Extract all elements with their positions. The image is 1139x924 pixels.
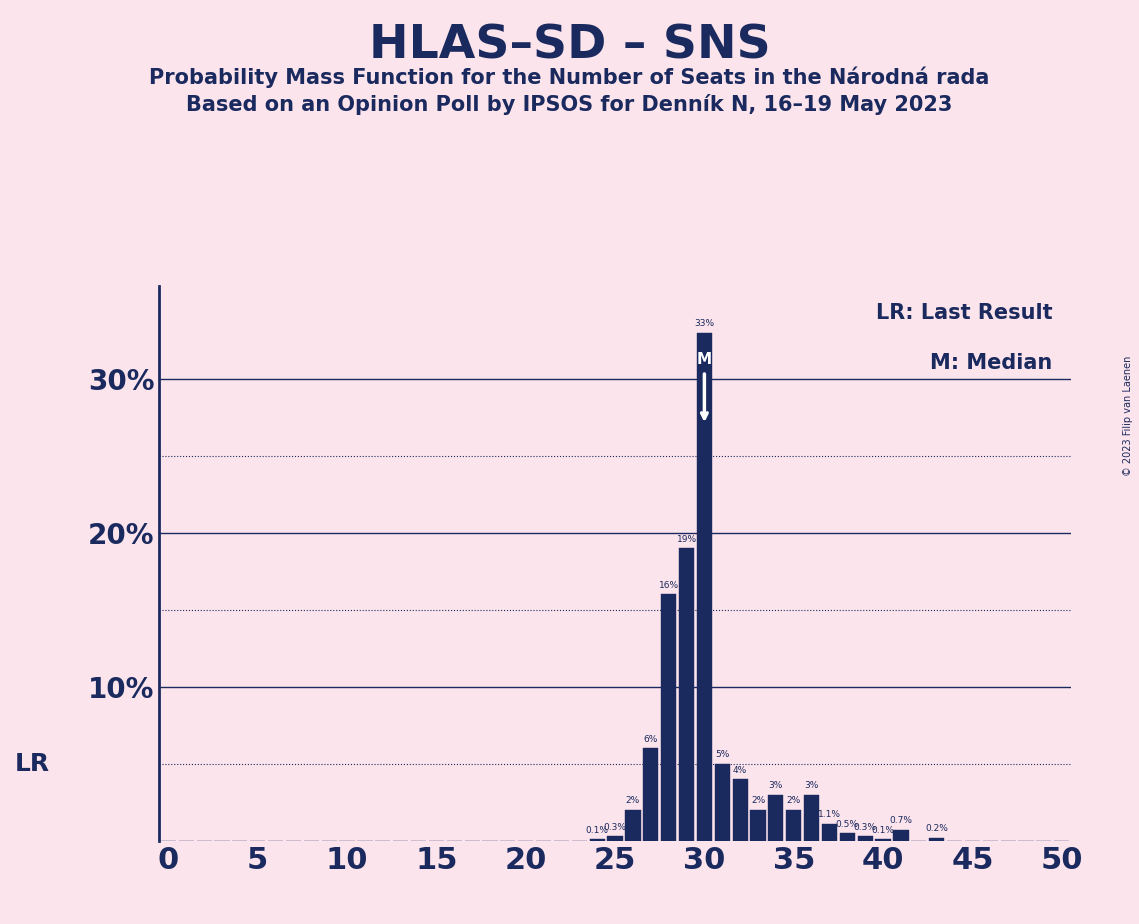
Text: 2%: 2%	[625, 796, 640, 806]
Text: LR: LR	[15, 752, 50, 776]
Text: 0.2%: 0.2%	[925, 824, 948, 833]
Text: 6%: 6%	[644, 735, 658, 744]
Text: 0.5%: 0.5%	[836, 820, 859, 829]
Bar	[929, 838, 944, 841]
Text: M: M	[697, 351, 712, 367]
Bar	[822, 824, 837, 841]
Text: 4%: 4%	[734, 766, 747, 774]
Text: 0.1%: 0.1%	[871, 826, 894, 834]
Bar	[839, 833, 855, 841]
Text: 33%: 33%	[695, 319, 714, 328]
Bar	[786, 810, 802, 841]
Bar	[751, 810, 765, 841]
Text: Probability Mass Function for the Number of Seats in the Národná rada: Probability Mass Function for the Number…	[149, 67, 990, 88]
Bar	[661, 594, 677, 841]
Text: 0.7%: 0.7%	[890, 817, 912, 825]
Bar	[714, 764, 730, 841]
Text: Based on an Opinion Poll by IPSOS for Denník N, 16–19 May 2023: Based on an Opinion Poll by IPSOS for De…	[187, 94, 952, 116]
Text: 2%: 2%	[787, 796, 801, 806]
Text: 2%: 2%	[751, 796, 765, 806]
Bar	[607, 836, 623, 841]
Text: 1.1%: 1.1%	[818, 810, 841, 820]
Text: © 2023 Filip van Laenen: © 2023 Filip van Laenen	[1123, 356, 1133, 476]
Bar	[679, 548, 694, 841]
Bar	[697, 333, 712, 841]
Bar	[732, 779, 747, 841]
Text: 3%: 3%	[804, 781, 819, 790]
Bar	[858, 836, 872, 841]
Text: 5%: 5%	[715, 750, 729, 760]
Bar	[590, 839, 605, 841]
Text: HLAS–SD – SNS: HLAS–SD – SNS	[369, 23, 770, 68]
Text: 0.3%: 0.3%	[854, 822, 877, 832]
Bar	[769, 795, 784, 841]
Text: LR: Last Result: LR: Last Result	[876, 303, 1052, 323]
Text: 0.1%: 0.1%	[585, 826, 608, 834]
Bar	[893, 830, 909, 841]
Text: 16%: 16%	[658, 581, 679, 590]
Text: 19%: 19%	[677, 535, 697, 543]
Text: M: Median: M: Median	[931, 353, 1052, 373]
Bar	[876, 839, 891, 841]
Bar	[625, 810, 640, 841]
Text: 0.3%: 0.3%	[604, 822, 626, 832]
Text: 3%: 3%	[769, 781, 782, 790]
Bar	[804, 795, 819, 841]
Bar	[644, 748, 658, 841]
